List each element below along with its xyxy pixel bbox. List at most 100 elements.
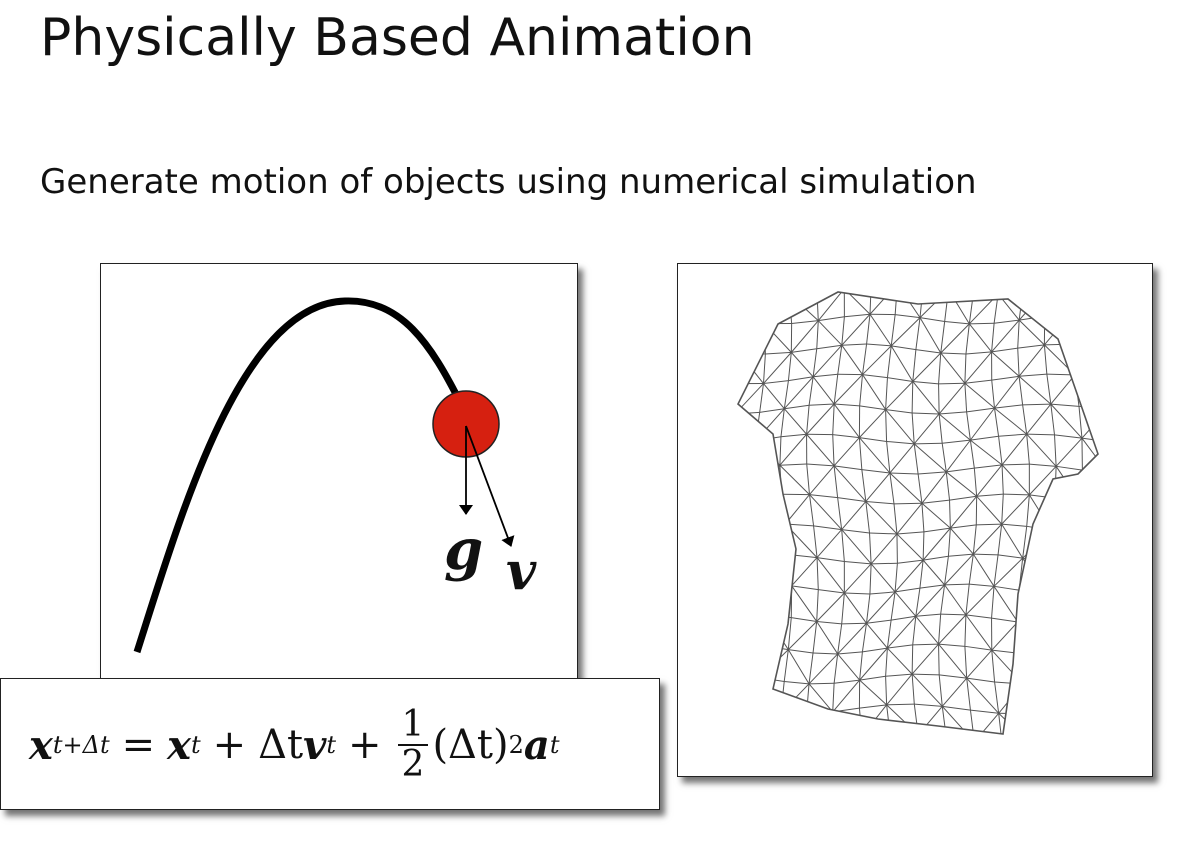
- mesh-edge-diagonal: [837, 653, 860, 681]
- mesh-edge-diagonal: [1018, 375, 1052, 405]
- mesh-edge-vertical: [991, 380, 995, 409]
- velocity-label: v: [506, 541, 537, 602]
- mesh-edge-vertical: [940, 584, 946, 615]
- mesh-edge-diagonal: [832, 679, 860, 713]
- mesh-edge-horizontal: [915, 613, 941, 617]
- mesh-edge-vertical: [1075, 501, 1081, 534]
- mesh-edge-horizontal: [991, 617, 1018, 623]
- mesh-edge-diagonal: [738, 383, 764, 415]
- mesh-edge-diagonal: [948, 292, 970, 325]
- mesh-edge-horizontal: [791, 320, 819, 325]
- mesh-edge-horizontal: [1050, 679, 1080, 684]
- mesh-edge-vertical: [919, 292, 924, 318]
- mesh-edge-vertical: [911, 381, 914, 413]
- mesh-edge-vertical: [1054, 466, 1057, 499]
- mesh-edge-horizontal: [1082, 469, 1098, 474]
- mesh-edge-horizontal: [973, 553, 999, 556]
- mesh-edge-horizontal: [1071, 343, 1098, 347]
- mesh-edge-diagonal: [763, 352, 792, 384]
- mesh-edge-diagonal: [764, 614, 789, 650]
- mesh-edge-horizontal: [844, 592, 870, 595]
- mesh-edge-vertical: [733, 557, 737, 585]
- mesh-edge-vertical: [1096, 292, 1098, 315]
- mesh-edge-vertical: [964, 614, 967, 647]
- mesh-edge-horizontal: [754, 741, 780, 743]
- mesh-edge-diagonal: [994, 407, 1027, 435]
- mesh-edge-vertical: [753, 468, 755, 497]
- mesh-edge-diagonal: [755, 408, 785, 442]
- mesh-edge-vertical: [1071, 622, 1076, 652]
- mesh-edge-horizontal: [940, 352, 966, 355]
- mesh-edge-vertical: [938, 674, 943, 707]
- mesh-edge-vertical: [922, 531, 925, 561]
- mesh-edge-diagonal: [783, 408, 807, 435]
- formula-term1-var: x: [167, 721, 191, 769]
- mesh-edge-horizontal: [761, 292, 790, 295]
- mesh-edge-horizontal: [818, 589, 845, 594]
- mesh-edge-vertical: [780, 408, 785, 437]
- mesh-edge-diagonal: [870, 533, 898, 565]
- mesh-edge-diagonal: [887, 647, 913, 675]
- mesh-edge-horizontal: [897, 284, 923, 286]
- mesh-edge-diagonal: [949, 495, 978, 529]
- mesh-edge-horizontal: [1080, 501, 1098, 505]
- mesh-edge-horizontal: [1047, 561, 1073, 565]
- mesh-edge-diagonal: [808, 683, 834, 713]
- mesh-edge-vertical: [787, 617, 792, 650]
- mesh-edge-vertical: [1043, 623, 1048, 654]
- mesh-edge-vertical: [869, 532, 872, 564]
- mesh-edge-horizontal: [859, 704, 887, 709]
- mesh-edge-horizontal: [923, 286, 948, 290]
- mesh-edge-vertical: [832, 711, 835, 734]
- mesh-edge-vertical: [913, 704, 919, 734]
- mesh-edge-diagonal: [890, 317, 921, 347]
- mesh-edge-diagonal: [738, 528, 762, 555]
- mesh-edge-horizontal: [1002, 743, 1029, 744]
- mesh-edge-vertical: [1017, 348, 1020, 377]
- mesh-edge-diagonal: [896, 533, 924, 561]
- mesh-edge-diagonal: [922, 559, 945, 586]
- mesh-edge-vertical: [833, 374, 839, 405]
- mesh-edge-vertical: [1017, 621, 1020, 654]
- mesh-edge-vertical: [1018, 558, 1024, 591]
- mesh-edge-horizontal: [813, 525, 842, 531]
- mesh-edge-horizontal: [1046, 650, 1076, 655]
- mesh-edge-diagonal: [896, 502, 923, 535]
- mesh-edge-diagonal: [753, 496, 786, 525]
- mesh-edge-vertical: [947, 528, 951, 557]
- mesh-edge-horizontal: [780, 743, 807, 744]
- mesh-edge-vertical: [858, 437, 863, 470]
- mesh-edge-horizontal: [1074, 374, 1098, 379]
- mesh-edge-vertical: [1096, 314, 1098, 347]
- mesh-edge-horizontal: [806, 463, 835, 467]
- mesh-edge-horizontal: [1054, 707, 1083, 712]
- mesh-edge-horizontal: [837, 651, 863, 655]
- mesh-edge-diagonal: [1078, 647, 1098, 680]
- formula-term2-delta: Δt: [258, 722, 304, 768]
- mesh-edge-diagonal: [764, 585, 793, 615]
- mesh-edge-horizontal: [807, 740, 834, 743]
- mesh-edge-diagonal: [1079, 501, 1098, 535]
- mesh-edge-vertical: [915, 588, 921, 617]
- mesh-edge-diagonal: [738, 496, 755, 530]
- mesh-edge-diagonal: [1044, 563, 1073, 594]
- mesh-edge-vertical: [859, 374, 863, 406]
- mesh-edge-horizontal: [914, 442, 943, 445]
- mesh-edge-diagonal: [738, 614, 766, 645]
- mesh-edge-diagonal: [861, 704, 888, 734]
- mesh-edge-diagonal: [816, 592, 845, 622]
- mesh-edge-horizontal: [997, 554, 1023, 559]
- mesh-edge-diagonal: [783, 376, 814, 410]
- mesh-edge-horizontal: [1070, 313, 1098, 316]
- mesh-edge-diagonal: [780, 683, 810, 714]
- formula-frac-denominator: 2: [397, 744, 429, 784]
- mesh-edge-horizontal: [1044, 313, 1071, 317]
- mesh-edge-horizontal: [1019, 315, 1045, 321]
- mesh-edge-diagonal: [911, 673, 943, 707]
- mesh-edge-vertical: [919, 560, 924, 589]
- mesh-edge-horizontal: [788, 376, 814, 382]
- formula-lhs-sup: t+Δt: [52, 731, 110, 759]
- mesh-edge-diagonal: [912, 381, 940, 415]
- mesh-edge-horizontal: [1022, 557, 1048, 563]
- mesh-edge-vertical: [764, 584, 766, 615]
